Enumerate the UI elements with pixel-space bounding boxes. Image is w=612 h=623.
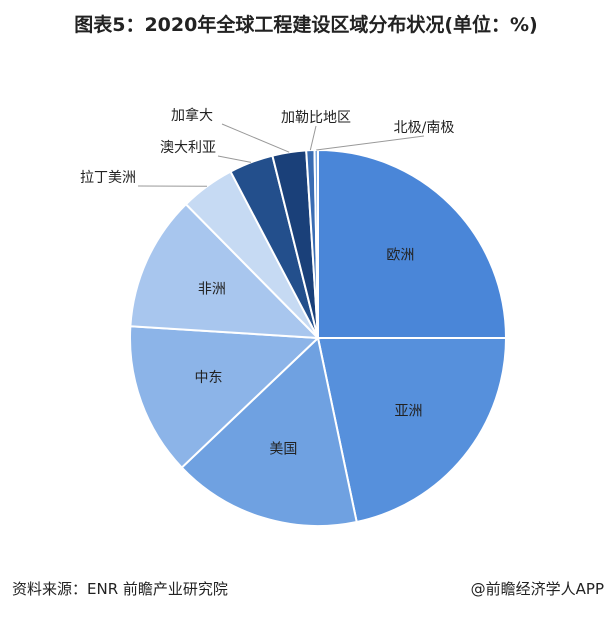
slice-label: 非洲 [198, 282, 226, 298]
chart-title: 图表5：2020年全球工程建设区域分布状况(单位：%) [74, 14, 538, 36]
pie-slice [129, 202, 321, 340]
slice-label: 北极/南极 [394, 120, 455, 136]
leader-line [221, 123, 290, 153]
slice-label: 中东 [194, 370, 222, 386]
slice-label: 美国 [269, 441, 297, 457]
slice-label: 拉丁美洲 [80, 170, 136, 186]
slice-label: 亚洲 [395, 403, 423, 419]
credit: @前瞻经济学人APP [470, 580, 604, 598]
leader-line [217, 155, 252, 163]
pie-slice [316, 337, 508, 524]
slice-label: 加拿大 [171, 107, 213, 124]
pie-slice [317, 148, 508, 339]
leader-line [309, 125, 317, 151]
source: 资料来源：ENR 前瞻产业研究院 [12, 580, 228, 598]
leader-line [316, 135, 425, 151]
slice-label: 澳大利亚 [160, 140, 216, 156]
pie-slice [129, 325, 321, 469]
slice-label: 加勒比地区 [281, 110, 351, 126]
slice-label: 欧洲 [386, 248, 414, 264]
pie-slice [180, 336, 358, 527]
